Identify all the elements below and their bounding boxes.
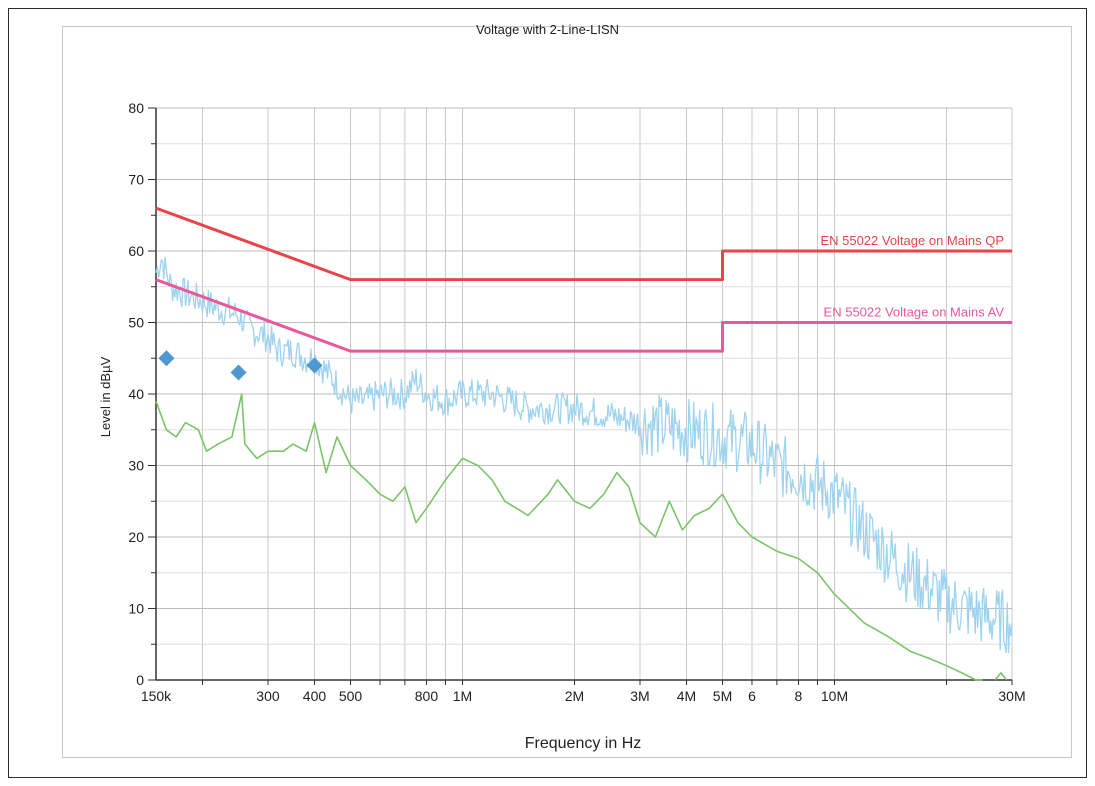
- diamond-marker: [230, 364, 247, 381]
- series-layer: [155, 206, 1013, 681]
- x-tick-label: 6: [748, 688, 756, 704]
- y-tick-label: 10: [128, 601, 144, 617]
- y-tick-label: 30: [128, 458, 144, 474]
- en-55022-voltage-on-mains-qp-label: EN 55022 Voltage on Mains QP: [820, 233, 1004, 248]
- x-tick-label: 400: [303, 688, 327, 704]
- trace-3-line: [155, 393, 983, 681]
- en-55022-voltage-on-mains-qp-line: [155, 206, 1012, 282]
- x-tick-label: 500: [339, 688, 363, 704]
- chart-inner-frame: [62, 26, 1072, 758]
- y-tick-label: 80: [128, 100, 144, 116]
- x-tick-label: 4M: [677, 688, 696, 704]
- series-labels: EN 55022 Voltage on Mains QP EN 55022 Vol…: [820, 233, 1004, 320]
- x-tick-label: 8: [795, 688, 803, 704]
- y-tick-label: 50: [128, 315, 144, 331]
- y-tick-label: 40: [128, 386, 144, 402]
- y-tick-label: 70: [128, 172, 144, 188]
- trace-2-line: [155, 256, 1013, 654]
- x-tick-label: 30M: [998, 688, 1025, 704]
- x-tick-label: 1M: [453, 688, 472, 704]
- marker-layer: [158, 350, 323, 381]
- y-tick-label: 20: [128, 529, 144, 545]
- chart-title: Voltage with 2-Line-LISN: [475, 22, 620, 37]
- y-axis-label: Level in dBµV: [98, 356, 113, 437]
- x-tick-label: 3M: [630, 688, 649, 704]
- x-tick-label: 800: [415, 688, 439, 704]
- tick-labels: 0 10 20 30 40 50 60 70 80 150k 300 400 500 800 1M 2M 3M 4…: [128, 100, 1025, 704]
- grid-major-lines: [156, 107, 1012, 681]
- x-axis-label: Frequency in Hz: [525, 735, 642, 752]
- trace-3-tail: [994, 671, 1008, 681]
- diamond-marker: [306, 357, 323, 374]
- x-tick-label: 150k: [141, 688, 172, 704]
- diamond-marker: [158, 350, 175, 367]
- x-tick-label: 2M: [565, 688, 584, 704]
- y-tick-label: 60: [128, 243, 144, 259]
- en-55022-voltage-on-mains-av-line: [155, 278, 1012, 353]
- x-tick-label: 10M: [821, 688, 848, 704]
- axes: [148, 107, 1013, 685]
- y-tick-label: 0: [136, 672, 144, 688]
- en-55022-voltage-on-mains-av-label: EN 55022 Voltage on Mains AV: [824, 305, 1005, 320]
- x-tick-label: 5M: [713, 688, 732, 704]
- x-tick-label: 300: [256, 688, 280, 704]
